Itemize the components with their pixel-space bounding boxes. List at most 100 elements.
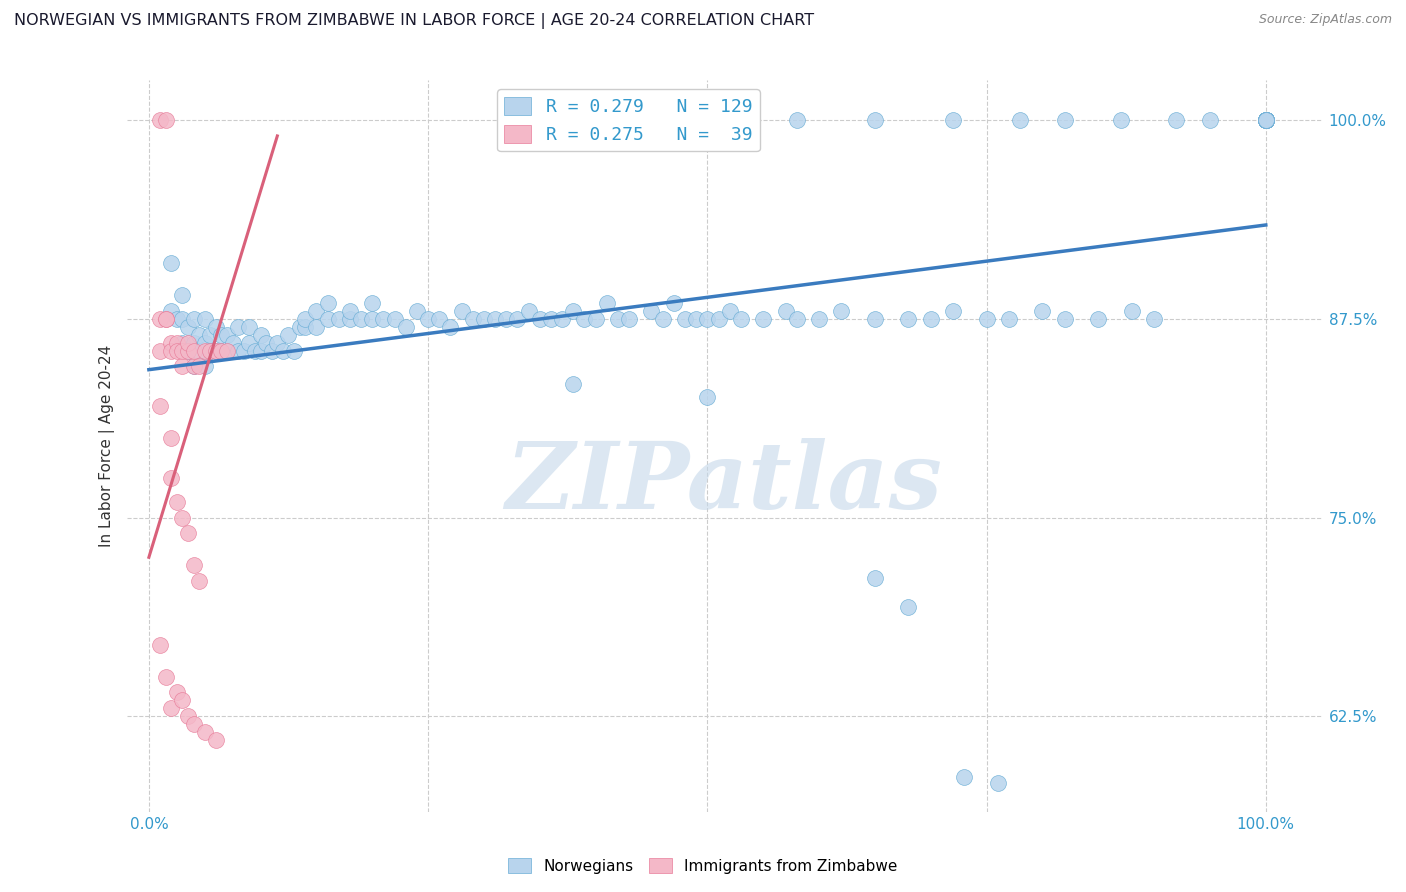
Point [1254, 113, 1277, 128]
Point [149, 311, 172, 326]
Point [254, 335, 277, 350]
Point [160, 335, 183, 350]
Point [416, 311, 439, 326]
Point [976, 311, 998, 326]
Point [786, 311, 808, 326]
Point [194, 343, 217, 358]
Point [177, 335, 200, 350]
Point [160, 431, 183, 445]
Point [149, 343, 172, 358]
Point [166, 685, 188, 699]
Point [149, 399, 172, 413]
Point [808, 311, 831, 326]
Point [786, 113, 808, 128]
Point [160, 256, 183, 270]
Point [1254, 113, 1277, 128]
Point [517, 303, 540, 318]
Point [160, 471, 183, 485]
Point [395, 319, 418, 334]
Point [172, 510, 194, 524]
Point [288, 319, 311, 334]
Point [1109, 113, 1132, 128]
Point [1254, 113, 1277, 128]
Point [149, 638, 172, 652]
Point [551, 311, 574, 326]
Point [1031, 303, 1053, 318]
Point [226, 343, 249, 358]
Point [1254, 113, 1277, 128]
Point [752, 311, 775, 326]
Point [205, 343, 228, 358]
Point [177, 319, 200, 334]
Point [920, 311, 942, 326]
Text: NORWEGIAN VS IMMIGRANTS FROM ZIMBABWE IN LABOR FORCE | AGE 20-24 CORRELATION CHA: NORWEGIAN VS IMMIGRANTS FROM ZIMBABWE IN… [14, 13, 814, 29]
Point [529, 311, 551, 326]
Point [160, 303, 183, 318]
Point [194, 359, 217, 374]
Point [1166, 113, 1188, 128]
Point [155, 113, 177, 128]
Point [166, 311, 188, 326]
Point [177, 343, 200, 358]
Point [200, 327, 222, 342]
Point [1254, 113, 1277, 128]
Point [1254, 113, 1277, 128]
Point [685, 311, 707, 326]
Point [200, 343, 222, 358]
Point [987, 776, 1010, 790]
Point [1254, 113, 1277, 128]
Point [183, 311, 205, 326]
Point [1254, 113, 1277, 128]
Y-axis label: In Labor Force | Age 20-24: In Labor Force | Age 20-24 [100, 345, 115, 547]
Point [183, 717, 205, 731]
Point [439, 319, 461, 334]
Point [1087, 311, 1109, 326]
Point [1053, 311, 1076, 326]
Point [294, 311, 316, 326]
Point [640, 303, 662, 318]
Point [294, 319, 316, 334]
Point [495, 113, 517, 128]
Point [863, 571, 886, 585]
Point [953, 770, 976, 784]
Point [1254, 113, 1277, 128]
Legend: R = 0.279   N = 129, R = 0.275   N =  39: R = 0.279 N = 129, R = 0.275 N = 39 [498, 89, 759, 152]
Point [484, 311, 506, 326]
Point [221, 335, 243, 350]
Point [205, 343, 228, 358]
Point [177, 526, 200, 541]
Point [266, 335, 288, 350]
Point [651, 311, 673, 326]
Point [427, 311, 450, 326]
Point [155, 669, 177, 683]
Point [194, 335, 217, 350]
Point [495, 311, 517, 326]
Point [361, 311, 384, 326]
Point [863, 311, 886, 326]
Point [194, 725, 217, 739]
Point [506, 311, 529, 326]
Point [243, 343, 266, 358]
Point [707, 311, 730, 326]
Point [215, 343, 238, 358]
Point [696, 390, 718, 404]
Point [942, 303, 965, 318]
Point [897, 599, 920, 614]
Point [339, 303, 361, 318]
Point [1121, 303, 1143, 318]
Point [172, 335, 194, 350]
Point [1254, 113, 1277, 128]
Point [472, 311, 495, 326]
Point [461, 311, 484, 326]
Point [942, 113, 965, 128]
Point [673, 311, 696, 326]
Point [316, 296, 339, 310]
Point [194, 311, 217, 326]
Point [166, 494, 188, 508]
Point [183, 359, 205, 374]
Point [188, 327, 211, 342]
Point [350, 311, 373, 326]
Point [562, 303, 585, 318]
Point [775, 303, 797, 318]
Point [249, 343, 271, 358]
